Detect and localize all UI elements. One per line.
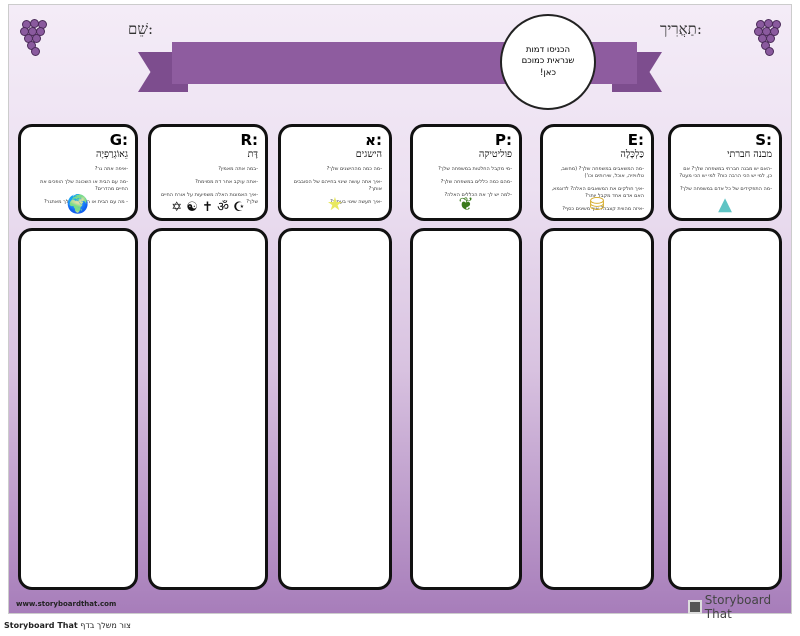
card-question: -מה התפקידים של כל אדם במשפחה שלך? [680, 186, 772, 192]
card-question: -למה יש לך את הכללים האלה? [444, 192, 512, 198]
religious-symbols-icon: ✡ ☯ ✝ ॐ ☪ [171, 200, 245, 215]
card-question: -איך חולקים את המשאבים האלה? לדוגמא, האם… [551, 186, 644, 199]
star-icon: ★ [326, 194, 344, 215]
character-placeholder[interactable]: הכניסו דמות שנראית כמוכם כאן! [500, 14, 596, 110]
caption-text: צור משלך בדף [80, 621, 131, 630]
card-title: הישגים [355, 149, 382, 160]
card-letter: :E [627, 131, 644, 149]
leaves-icon: ❦ [458, 194, 474, 215]
prompt-card: :G גֵאוֹגְרַפְיָה -איפה אתה גר? -מה עם הבי… [18, 124, 138, 221]
date-label: תַאֲרִיך: [660, 20, 702, 38]
card-question: -אתה עוקב אחר דת מסוימת? [195, 179, 258, 185]
card-letter: :א [365, 131, 382, 149]
card-question: -מה עם הבית או השכונה שלך הופכים את החיי… [40, 179, 128, 192]
card-question: -מהם כמה כללים במשפחה שלך? [440, 179, 512, 185]
answer-box[interactable] [668, 228, 782, 590]
card-question: -איך תעשה שינוי בעתיד? [330, 199, 382, 205]
card-question: -האם יש מבנה חברתי במשפחה שלך? אם כן, למ… [679, 166, 772, 179]
card-question: -איך אתה עושה שינוי בחייהם של הסובבים או… [293, 179, 382, 192]
grape [765, 47, 774, 56]
card-question: -במה אתה מאמין? [218, 166, 258, 172]
footer-url[interactable]: www.storyboardthat.com [16, 600, 117, 608]
card-title: גֵאוֹגְרַפְיָה [95, 149, 128, 160]
worksheet [8, 4, 792, 614]
card-title: דָּת [247, 149, 258, 160]
storyboardthat-logo: Storyboard That [688, 593, 800, 621]
answer-box[interactable] [540, 228, 654, 590]
answer-box[interactable] [410, 228, 522, 590]
card-letter: :R [240, 131, 258, 149]
prompt-card: :א הישגים -מה כמה מההישגים שלך? -איך אתה ע… [278, 124, 392, 221]
card-title: מבנה חברתי [727, 149, 772, 160]
prompt-card: :S מבנה חברתי -האם יש מבנה חברתי במשפחה ש… [668, 124, 782, 221]
card-title: כַּלְכָּלָה [620, 149, 644, 160]
prompt-card: :R דָּת -במה אתה מאמין? -אתה עוקב אחר דת מ… [148, 124, 268, 221]
card-question: -מה המשאבים במשפחה שלך? (מחשב, טלוויזיה,… [560, 166, 644, 179]
caption-brand[interactable]: Storyboard That [4, 621, 78, 630]
grapes-icon [752, 16, 782, 56]
card-question: -מי מקבל החלטות במשפחה שלך? [438, 166, 512, 172]
caption: Storyboard That צור משלך בדף [4, 621, 131, 630]
name-label: שֵׁם: [128, 20, 154, 38]
pyramid-icon: ▲ [718, 194, 732, 215]
gold-coins-icon: ⛁ [589, 194, 605, 215]
logo-text: Storyboard That [704, 593, 772, 621]
card-letter: :G [109, 131, 128, 149]
card-question: -איפה אתה גר? [94, 166, 128, 172]
answer-box[interactable] [278, 228, 392, 590]
grape [766, 34, 775, 43]
logo-icon [688, 600, 702, 614]
card-letter: :P [495, 131, 512, 149]
answer-box[interactable] [18, 228, 138, 590]
grape [32, 34, 41, 43]
card-question: -איך האמונות האלה משפיעות על אורח החיים … [160, 192, 258, 205]
globe-icon: 🌍 [66, 194, 90, 215]
grape [31, 47, 40, 56]
card-question: -מה כמה מההישגים שלך? [326, 166, 382, 172]
prompt-card: :E כַּלְכָּלָה -מה המשאבים במשפחה שלך? (מ… [540, 124, 654, 221]
grapes-icon [18, 16, 48, 56]
card-letter: :S [755, 131, 772, 149]
answer-box[interactable] [148, 228, 268, 590]
card-question: - מה עם הבית או השכונה שלך מאתגר? [43, 199, 128, 205]
prompt-card: :P פוליטיקה -מי מקבל החלטות במשפחה שלך? -מ… [410, 124, 522, 221]
card-question: -איזה מהווית קצבה? איך משיגים כסף? [562, 206, 644, 212]
card-title: פוליטיקה [478, 149, 512, 160]
